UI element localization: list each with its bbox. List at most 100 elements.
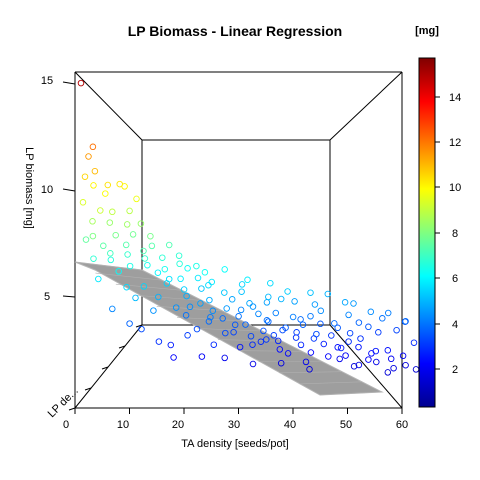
- data-point: [186, 303, 194, 311]
- data-point: [242, 321, 249, 328]
- scatter-points: [77, 79, 420, 376]
- data-point: [357, 335, 364, 342]
- data-point: [141, 255, 149, 262]
- z-tick-mark: [68, 407, 76, 411]
- data-point: [223, 305, 230, 312]
- data-point: [154, 269, 162, 276]
- data-point: [123, 283, 130, 291]
- data-point: [182, 312, 190, 319]
- data-point: [107, 250, 114, 257]
- data-point: [346, 329, 354, 337]
- data-point: [331, 320, 338, 327]
- data-point: [159, 254, 166, 261]
- data-point: [272, 309, 280, 317]
- data-point: [384, 369, 392, 376]
- data-point: [206, 296, 213, 304]
- y-tick-mark-5: [62, 295, 76, 298]
- data-point: [140, 283, 148, 290]
- box-edge-br: [329, 324, 403, 409]
- data-point: [124, 251, 131, 258]
- data-point: [265, 318, 272, 325]
- data-point: [402, 361, 409, 369]
- x-axis-label: TA density [seeds/pot]: [181, 438, 288, 450]
- colorbar-tick-label: 12: [449, 137, 461, 149]
- data-point: [193, 325, 201, 333]
- data-point: [297, 316, 304, 323]
- colorbar-tick-label: 8: [452, 228, 458, 240]
- data-point: [140, 247, 147, 255]
- data-point: [85, 153, 92, 160]
- data-point: [334, 344, 341, 351]
- data-point: [102, 190, 109, 197]
- colorbar-unit-label: [mg]: [415, 25, 439, 37]
- data-point: [104, 181, 112, 189]
- data-point: [230, 328, 237, 336]
- x-tick-label: 10: [117, 419, 129, 431]
- data-point: [176, 260, 183, 268]
- y-tick-label: 5: [44, 291, 50, 303]
- plot-box: [74, 71, 403, 409]
- data-point: [90, 255, 97, 262]
- data-point: [155, 293, 162, 301]
- data-point: [132, 294, 139, 302]
- data-point: [123, 221, 131, 228]
- data-point: [150, 307, 157, 314]
- data-point: [126, 207, 133, 215]
- data-point: [342, 352, 349, 359]
- regression-plane-mesh: [74, 261, 383, 396]
- data-point: [337, 344, 345, 352]
- x-tick-label: 60: [396, 419, 408, 431]
- data-point: [249, 341, 256, 348]
- y-tick-mark-15: [62, 81, 76, 85]
- data-point: [112, 231, 119, 239]
- data-point: [249, 303, 257, 310]
- data-point: [277, 359, 285, 367]
- data-point: [129, 231, 137, 238]
- data-point: [148, 242, 156, 250]
- data-point: [412, 366, 420, 373]
- data-point: [317, 320, 324, 328]
- data-point: [341, 299, 349, 306]
- data-point: [379, 315, 386, 322]
- data-point: [77, 79, 85, 87]
- plane-mesh-line: [319, 391, 383, 396]
- data-point: [90, 182, 97, 189]
- data-point: [368, 350, 375, 357]
- plane-mesh-line: [238, 350, 303, 352]
- data-point: [393, 326, 400, 334]
- data-point: [210, 341, 218, 348]
- y-tick-mark-10: [62, 188, 76, 192]
- data-point: [138, 325, 145, 333]
- data-point: [350, 363, 358, 370]
- data-point: [144, 261, 151, 269]
- data-point: [194, 274, 202, 282]
- data-point: [292, 334, 300, 341]
- data-point: [246, 300, 253, 307]
- plane-mesh-line: [197, 328, 263, 332]
- x-tick-label: 0: [63, 419, 69, 431]
- data-point: [165, 275, 173, 283]
- data-point: [95, 275, 102, 283]
- data-point: [207, 313, 214, 321]
- data-point: [247, 332, 255, 340]
- data-point: [109, 208, 116, 216]
- data-point: [205, 281, 212, 289]
- data-point: [302, 358, 310, 366]
- data-point: [401, 318, 409, 325]
- data-point: [336, 355, 343, 363]
- data-point: [82, 236, 90, 243]
- data-point: [235, 313, 242, 320]
- data-point: [265, 293, 272, 301]
- data-point: [197, 300, 204, 307]
- data-point: [122, 241, 130, 249]
- data-point: [170, 354, 177, 361]
- data-point: [267, 279, 274, 287]
- data-point: [277, 295, 285, 303]
- data-point: [291, 298, 298, 305]
- data-point: [355, 361, 363, 369]
- box-edge-tr: [329, 71, 403, 141]
- y-axis-label: LP biomass [mg]: [23, 147, 35, 229]
- data-point: [231, 321, 239, 329]
- box-edge-bl: [74, 324, 143, 409]
